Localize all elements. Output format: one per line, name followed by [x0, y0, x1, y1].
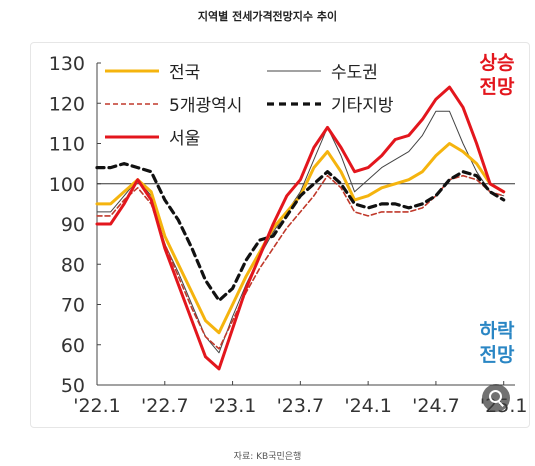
- y-tick-label: 110: [49, 134, 85, 156]
- x-tick-label: '23.1: [209, 395, 257, 417]
- magnifier-icon: [489, 390, 502, 403]
- x-tick-label: '22.1: [73, 395, 121, 417]
- y-tick-label: 100: [49, 174, 85, 196]
- series-line-other: [95, 161, 506, 303]
- y-tick-label: 50: [61, 375, 85, 397]
- x-tick-label: '24.1: [344, 395, 392, 417]
- legend-label-metro5: 5개광역시: [169, 96, 242, 116]
- y-tick-label: 130: [49, 53, 85, 75]
- y-tick-label: 80: [61, 254, 85, 276]
- y-tick-label: 60: [61, 335, 85, 357]
- series-line-seoul: [95, 85, 506, 371]
- legend-label-nation: 전국: [169, 63, 200, 83]
- line-chart: 50 60 70 80 90 100 110 120 130 '22.1 '22.7 '23.1 '23…: [49, 52, 528, 417]
- legend-label-capital: 수도권: [331, 63, 378, 83]
- annotation-up-2: 전망: [480, 76, 515, 98]
- chart-container: 50 60 70 80 90 100 110 120 130 '22.1 '22.7 '23.1 '23…: [30, 42, 530, 428]
- annotation-down-1: 하락: [480, 320, 515, 342]
- legend-label-other: 기타지방: [331, 96, 394, 116]
- annotation-up-1: 상승: [480, 52, 515, 74]
- zoom-button[interactable]: [482, 384, 510, 412]
- series-line-metro5: [96, 174, 505, 350]
- annotation-down-2: 전망: [480, 344, 515, 366]
- x-tick-label: '22.7: [141, 395, 189, 417]
- chart-title: 지역별 전세가격전망지수 추이: [197, 10, 338, 23]
- x-tick-label: '24.7: [412, 395, 460, 417]
- series-line-nation: [95, 142, 506, 335]
- source-note: 자료: KB국민은행: [233, 452, 302, 462]
- series-line-capital: [96, 110, 505, 354]
- legend-label-seoul: 서울: [169, 129, 200, 149]
- y-tick-label: 70: [61, 295, 85, 317]
- y-tick-label: 120: [49, 93, 85, 115]
- y-tick-label: 90: [61, 214, 85, 236]
- x-tick-label: '23.7: [277, 395, 325, 417]
